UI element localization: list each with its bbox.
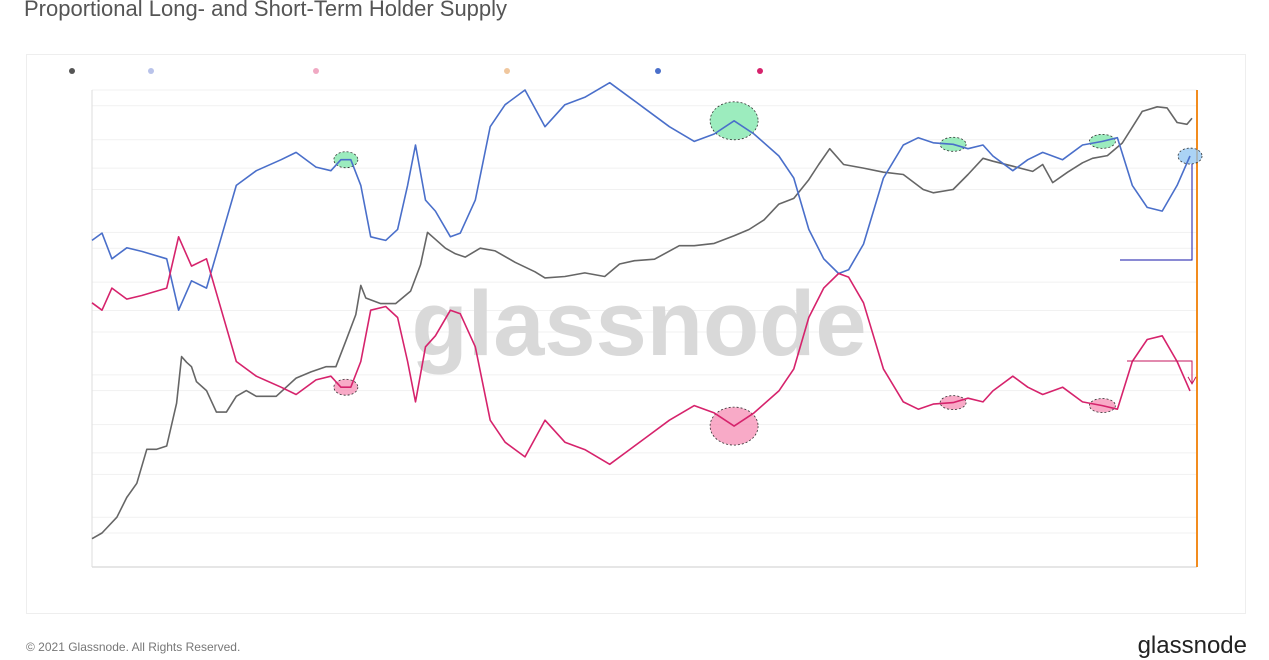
- series-sth-line: [91, 236, 1191, 466]
- callout-sth-leader: [1127, 360, 1193, 383]
- series-price-line: [91, 106, 1193, 540]
- copyright-text: © 2021 Glassnode. All Rights Reserved.: [26, 640, 241, 654]
- legend-dot: [313, 68, 319, 74]
- legend-dot: [69, 68, 75, 74]
- legend-dot: [504, 68, 510, 74]
- annotations: [1120, 164, 1197, 385]
- axes: [91, 90, 1198, 568]
- legend-dot: [655, 68, 661, 74]
- series-lines: [91, 81, 1193, 540]
- brand-logo: glassnode: [1137, 632, 1247, 659]
- watermark: glassnode: [411, 273, 866, 375]
- callout-sth-arrowhead: [1187, 376, 1197, 385]
- legend-dot: [757, 68, 763, 74]
- page-title: Proportional Long- and Short-Term Holder…: [24, 0, 508, 21]
- chart-svg: glassnode: [69, 68, 1203, 568]
- chart-panel: glassnode: [26, 54, 1246, 614]
- legend-dot: [148, 68, 154, 74]
- legend[interactable]: [69, 68, 763, 74]
- series-lth-line: [91, 81, 1191, 311]
- callout-lth-leader: [1120, 164, 1193, 261]
